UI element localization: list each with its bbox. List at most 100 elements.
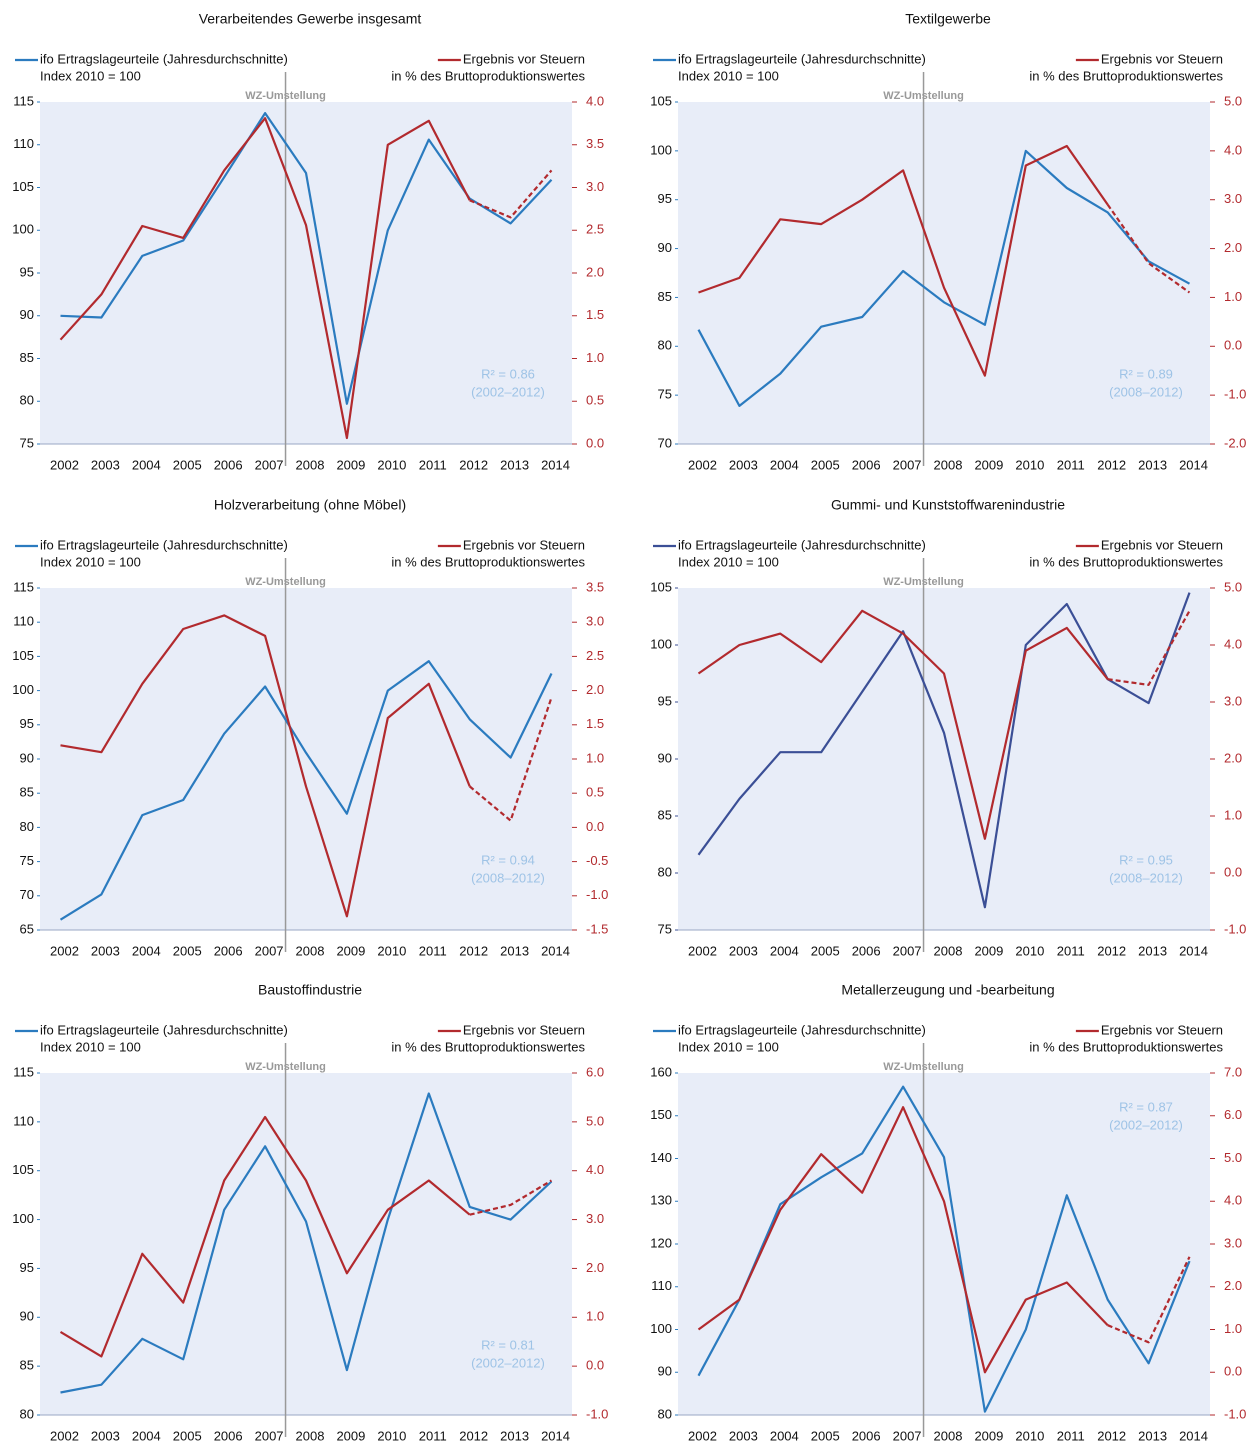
y-tick-label: 75 [658, 387, 672, 402]
chart-title: Gummi- und Kunststoffwarenindustrie [831, 497, 1065, 513]
y-tick-label: 70 [20, 887, 34, 902]
series-line [698, 144, 1109, 377]
break-label: WZ-Umstellung [245, 1061, 326, 1073]
y-tick-label: 80 [658, 864, 672, 879]
series-line [697, 609, 1109, 840]
y2-tick-label: 2.5 [586, 222, 604, 237]
y2-tick-label: 3.0 [586, 1211, 604, 1226]
r2-period: (2002–2012) [1109, 1117, 1183, 1132]
y-tick-label: 110 [651, 1278, 672, 1293]
y-tick-label: 75 [20, 435, 34, 450]
y-tick-label: 85 [20, 1358, 34, 1373]
x-tick-label: 2005 [811, 1428, 840, 1443]
y-tick-label: 90 [658, 240, 672, 255]
y-tick-label: 85 [658, 807, 672, 822]
y2-tick-label: -1.0 [586, 1406, 608, 1421]
y-tick-label: 105 [12, 1162, 34, 1177]
plot-area [40, 588, 572, 930]
y-tick-label: 90 [20, 750, 34, 765]
r2-label: R² = 0.86 [481, 366, 535, 381]
legend-label: Ergebnis vor Steuern [1101, 1022, 1223, 1037]
x-tick-label: 2012 [1097, 457, 1126, 472]
x-tick-label: 2003 [729, 1428, 758, 1443]
x-tick-label: 2012 [459, 1428, 488, 1443]
x-tick-label: 2008 [934, 943, 963, 958]
y-tick-label: 100 [650, 636, 672, 651]
x-tick-label: 2004 [132, 457, 161, 472]
y2-tick-label: 4.0 [1224, 142, 1242, 157]
x-tick-label: 2011 [419, 1428, 447, 1443]
y-tick-label: 100 [12, 682, 34, 697]
y2-tick-label: 1.0 [586, 350, 604, 365]
x-tick-label: 2002 [50, 457, 79, 472]
plot-area [678, 1073, 1210, 1415]
y-tick-label: 115 [13, 1064, 34, 1079]
x-tick-label: 2011 [1057, 943, 1085, 958]
y2-tick-label: 4.0 [586, 93, 604, 108]
x-tick-label: 2013 [500, 1428, 529, 1443]
y-tick-label: 80 [20, 1406, 34, 1421]
y-tick-label: 75 [658, 921, 672, 936]
y2-tick-label: 0.5 [586, 393, 604, 408]
y2-tick-label: -1.0 [1224, 387, 1246, 402]
y-tick-label: 70 [658, 435, 672, 450]
y2-tick-label: 6.0 [1224, 1107, 1242, 1122]
x-tick-label: 2003 [729, 457, 758, 472]
x-tick-label: 2007 [893, 457, 922, 472]
y-tick-label: 105 [12, 648, 34, 663]
x-tick-label: 2010 [1015, 457, 1044, 472]
y-tick-label: 115 [13, 93, 34, 108]
series-line-dashed [469, 169, 553, 219]
y2-tick-label: 0.0 [1224, 864, 1242, 879]
break-label: WZ-Umstellung [883, 1061, 964, 1073]
y2-tick-label: 2.0 [586, 1260, 604, 1275]
y-tick-label: 160 [650, 1064, 672, 1079]
x-tick-label: 2008 [934, 1428, 963, 1443]
y-tick-label: 100 [12, 1211, 34, 1226]
y2-tick-label: 5.0 [1224, 579, 1242, 594]
y-tick-label: 95 [658, 693, 672, 708]
x-tick-label: 2004 [132, 1428, 161, 1443]
y-tick-label: 115 [13, 579, 34, 594]
y-tick-label: 110 [13, 1113, 34, 1128]
y-tick-label: 100 [650, 142, 672, 157]
y2-tick-label: 1.0 [586, 750, 604, 765]
y-tick-label: 140 [650, 1150, 672, 1165]
r2-label: R² = 0.87 [1119, 1099, 1173, 1114]
x-tick-label: 2010 [1015, 1428, 1044, 1443]
y2-tick-label: 3.0 [1224, 1235, 1242, 1250]
x-tick-label: 2002 [50, 1428, 79, 1443]
series-line-dashed [1106, 203, 1191, 294]
y-tick-label: 85 [20, 785, 34, 800]
x-tick-label: 2004 [770, 1428, 799, 1443]
y2-tick-label: 1.5 [586, 307, 604, 322]
plot-area [40, 102, 572, 444]
y2-tick-label: 4.0 [586, 1162, 604, 1177]
legend-unit: Index 2010 = 100 [678, 68, 779, 83]
x-tick-label: 2003 [91, 943, 120, 958]
x-tick-label: 2014 [1179, 1428, 1208, 1443]
x-tick-label: 2002 [688, 943, 717, 958]
y2-tick-label: 1.0 [1224, 807, 1242, 822]
x-tick-label: 2014 [541, 1428, 570, 1443]
x-tick-label: 2012 [459, 943, 488, 958]
y2-tick-label: 0.0 [1224, 338, 1242, 353]
legend-unit: in % des Bruttoproduktionswertes [1029, 554, 1223, 569]
y-tick-label: 65 [20, 921, 34, 936]
x-tick-label: 2007 [255, 943, 284, 958]
x-tick-label: 2007 [893, 1428, 922, 1443]
y2-tick-label: 1.5 [586, 716, 604, 731]
x-tick-label: 2003 [91, 457, 120, 472]
chart-panel: WZ-Umstellung 80 85 90 95 100 105 110 115 -1.0 0.0… [12, 982, 608, 1443]
y2-tick-label: 3.5 [586, 136, 604, 151]
x-tick-label: 2010 [377, 457, 406, 472]
series-line [697, 1106, 1109, 1374]
r2-period: (2008–2012) [471, 870, 545, 885]
y2-tick-label: 1.0 [1224, 289, 1242, 304]
y2-tick-label: 3.0 [1224, 191, 1242, 206]
x-tick-label: 2002 [688, 1428, 717, 1443]
chart-title: Textilgewerbe [905, 11, 991, 27]
legend-unit: in % des Bruttoproduktionswertes [391, 1039, 585, 1054]
x-tick-label: 2003 [91, 1428, 120, 1443]
x-tick-label: 2014 [1179, 457, 1208, 472]
